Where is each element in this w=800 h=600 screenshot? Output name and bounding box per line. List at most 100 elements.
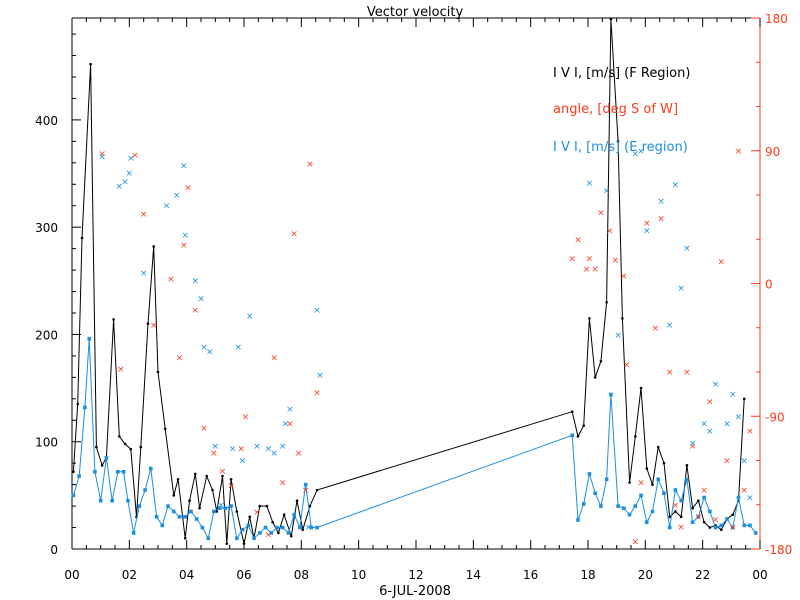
data-point-x: ×: [181, 231, 189, 241]
data-point-dot: [674, 510, 677, 513]
data-point-dot: [215, 510, 219, 513]
data-point-square: [189, 509, 193, 514]
data-point-x: ×: [265, 530, 273, 540]
data-point-square: [656, 477, 661, 482]
data-point-dot: [248, 515, 252, 519]
data-point-dot: [702, 520, 706, 524]
data-point-square: [93, 469, 97, 474]
data-point-square: [223, 506, 228, 511]
data-point-dot: [95, 445, 98, 449]
data-point-square: [71, 493, 76, 498]
y-right-tick-label: -90: [765, 410, 785, 424]
data-point-x: ×: [173, 191, 181, 201]
data-point-square: [77, 474, 81, 478]
x-tick-label: 14: [466, 568, 481, 582]
data-point-dot: [616, 140, 620, 143]
legend: I V I, [m/s] (F Region) angle, [deg S of …: [553, 66, 690, 155]
data-point-x: ×: [746, 427, 754, 437]
data-point-square: [121, 469, 126, 474]
data-point-x: ×: [591, 265, 599, 275]
x-tick-label: 00: [752, 568, 767, 582]
data-point-x: ×: [729, 523, 737, 533]
data-point-dot: [112, 318, 115, 321]
x-tick-label: 04: [179, 568, 194, 582]
data-point-x: ×: [672, 181, 680, 191]
data-point-square: [679, 498, 683, 503]
data-point-square: [639, 493, 643, 498]
legend-entry: I V I, [m/s] (F Region): [553, 66, 690, 81]
data-point-dot: [235, 510, 239, 513]
data-point-x: ×: [735, 147, 743, 157]
data-point-square: [280, 525, 285, 530]
data-point-x: ×: [140, 269, 148, 279]
data-point-dot: [634, 435, 637, 438]
data-point-dot: [282, 513, 286, 516]
data-point-dot: [100, 464, 104, 467]
data-point-x: ×: [200, 343, 208, 353]
data-point-dot: [211, 488, 214, 492]
data-point-dot: [628, 481, 631, 484]
data-point-x: ×: [150, 321, 158, 331]
data-point-square: [263, 525, 268, 530]
data-point-x: ×: [126, 169, 134, 179]
legend-entry: angle, [deg S of W]: [553, 102, 678, 117]
data-point-dot: [599, 359, 603, 363]
data-point-square: [730, 525, 735, 530]
data-point-x: ×: [723, 457, 731, 467]
data-point-x: ×: [212, 442, 220, 452]
data-point-square: [604, 477, 609, 482]
data-point-dot: [662, 461, 666, 465]
data-point-square: [126, 498, 130, 503]
data-point-x: ×: [683, 244, 691, 254]
data-point-x: ×: [657, 215, 665, 225]
data-point-dot: [570, 410, 574, 413]
data-point-x: ×: [237, 445, 245, 455]
data-point-x: ×: [253, 442, 261, 452]
data-point-x: ×: [127, 154, 135, 164]
data-point-x: ×: [234, 343, 242, 353]
data-point-dot: [176, 477, 180, 481]
data-point-dot: [301, 528, 305, 531]
data-point-x: ×: [712, 516, 720, 526]
data-point-x: ×: [290, 229, 298, 239]
data-point-square: [98, 498, 103, 503]
x-tick-label: 16: [523, 568, 538, 582]
data-point-dot: [697, 499, 700, 503]
data-point-square: [183, 515, 188, 519]
data-point-dot: [183, 536, 187, 540]
data-point-square: [713, 525, 718, 530]
data-point-square: [609, 392, 613, 397]
series-group: × ××××××××××××××××××××××××××××× ××××××××××…: [71, 17, 758, 548]
data-point-square: [229, 504, 233, 508]
data-point-dot: [80, 236, 84, 240]
data-point-dot: [163, 427, 167, 431]
data-point-square: [690, 520, 695, 524]
data-point-square: [315, 525, 319, 530]
data-point-square: [177, 515, 182, 519]
data-point-x: ×: [729, 390, 737, 400]
data-point-square: [587, 472, 592, 476]
data-point-x: ×: [735, 412, 743, 422]
data-point-x: ×: [689, 442, 697, 452]
data-point-dot: [221, 474, 224, 478]
data-point-square: [303, 482, 308, 487]
data-point-x: ×: [677, 523, 685, 533]
data-point-x: ×: [712, 380, 720, 390]
data-point-dot: [72, 470, 75, 474]
data-point-dot: [621, 317, 624, 320]
data-point-square: [160, 523, 165, 528]
data-point-square: [257, 531, 262, 535]
x-tick-label: 06: [236, 568, 251, 582]
data-point-dot: [258, 504, 262, 508]
data-point-square: [309, 525, 314, 530]
data-point-x: ×: [695, 513, 703, 523]
data-point-x: ×: [568, 254, 576, 264]
data-point-dot: [742, 397, 746, 401]
data-point-square: [627, 512, 632, 517]
data-point-dot: [708, 526, 712, 529]
data-point-square: [171, 509, 176, 514]
data-point-dot: [152, 245, 155, 248]
data-point-square: [235, 536, 239, 541]
data-point-square: [576, 518, 580, 522]
